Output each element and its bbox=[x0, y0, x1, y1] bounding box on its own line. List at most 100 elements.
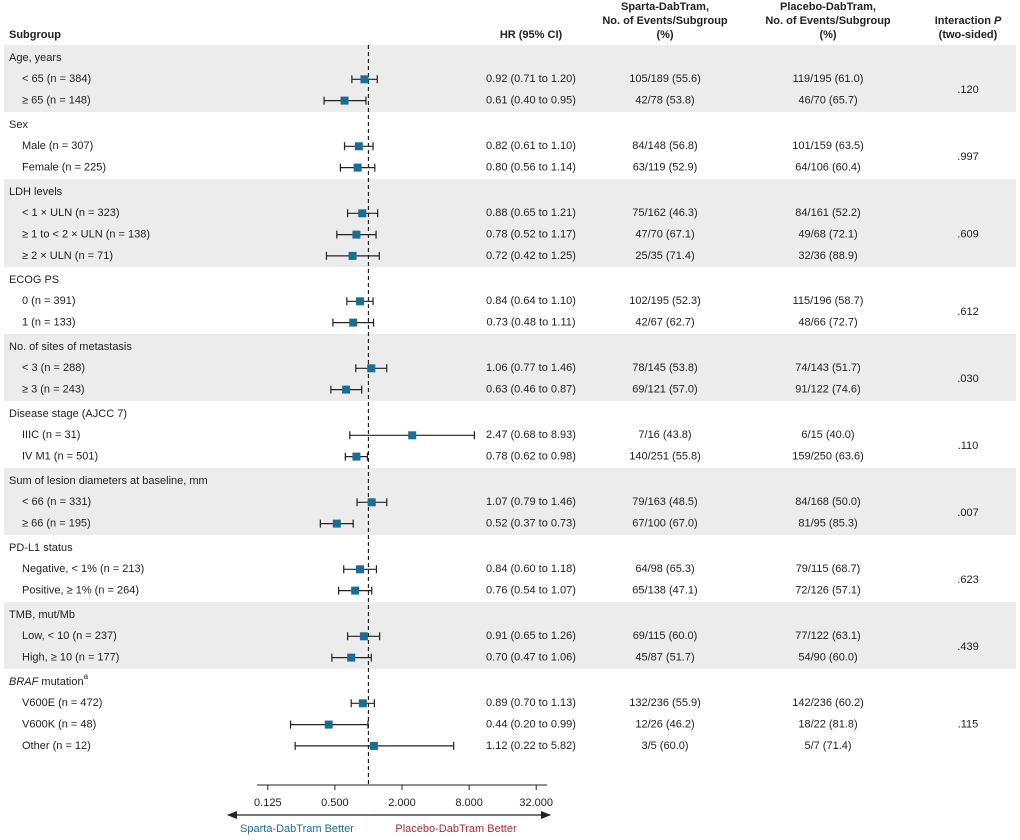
hr-marker bbox=[352, 230, 361, 239]
row-label: ≥ 1 to < 2 × ULN (n = 138) bbox=[22, 229, 150, 241]
header-placebo: (%) bbox=[819, 29, 836, 41]
header-placebo: Placebo-DabTram, bbox=[780, 1, 876, 13]
sparta-events: 47/70 (67.1) bbox=[635, 229, 694, 241]
hr-marker bbox=[369, 741, 378, 750]
x-tick-label: 2.000 bbox=[388, 797, 416, 809]
placebo-events: 46/70 (65.7) bbox=[798, 95, 857, 107]
group-name: Age, years bbox=[9, 52, 62, 64]
row-label: 1 (n = 133) bbox=[22, 317, 76, 329]
row-label: < 3 (n = 288) bbox=[22, 362, 85, 374]
hr-text: 1.12 (0.22 to 5.82) bbox=[486, 740, 576, 752]
sparta-events: 42/67 (62.7) bbox=[635, 317, 694, 329]
sparta-events: 63/119 (52.9) bbox=[633, 162, 698, 174]
header-sparta: Sparta-DabTram, bbox=[621, 1, 709, 13]
row-label: ≥ 65 (n = 148) bbox=[22, 95, 91, 107]
hr-marker bbox=[353, 163, 362, 172]
group-name: No. of sites of metastasis bbox=[9, 341, 132, 353]
header-interaction-sub: (two-sided) bbox=[939, 29, 998, 41]
row-label: IIIC (n = 31) bbox=[22, 429, 80, 441]
sparta-events: 25/35 (71.4) bbox=[635, 250, 694, 262]
hr-text: 0.76 (0.54 to 1.07) bbox=[486, 585, 576, 597]
hr-marker bbox=[360, 75, 369, 84]
sparta-events: 84/148 (56.8) bbox=[632, 140, 697, 152]
hr-marker bbox=[332, 519, 341, 528]
interaction-p: .623 bbox=[957, 574, 978, 586]
hr-text: 0.88 (0.65 to 1.21) bbox=[486, 207, 576, 219]
placebo-events: 84/161 (52.2) bbox=[795, 207, 860, 219]
hr-text: 0.72 (0.42 to 1.25) bbox=[486, 250, 576, 262]
hr-text: 0.78 (0.62 to 0.98) bbox=[486, 451, 576, 463]
group-name-text: No. of sites of metastasis bbox=[9, 341, 132, 353]
hr-text: 0.80 (0.56 to 1.14) bbox=[486, 162, 576, 174]
x-tick-label: 32.000 bbox=[519, 797, 553, 809]
interaction-p: .997 bbox=[957, 151, 978, 163]
sparta-events: 140/251 (55.8) bbox=[629, 451, 701, 463]
hr-text: 2.47 (0.68 to 8.93) bbox=[486, 429, 576, 441]
row-label: Other (n = 12) bbox=[22, 740, 91, 752]
group-name: Sum of lesion diameters at baseline, mm bbox=[9, 475, 208, 487]
interaction-p: .115 bbox=[958, 719, 979, 731]
hr-marker bbox=[367, 498, 376, 507]
interaction-p: .120 bbox=[957, 84, 978, 96]
interaction-p: .007 bbox=[957, 507, 978, 519]
group-shade bbox=[4, 179, 1016, 267]
row-label: Low, < 10 (n = 237) bbox=[22, 630, 117, 642]
placebo-events: 6/15 (40.0) bbox=[801, 429, 854, 441]
placebo-events: 49/68 (72.1) bbox=[798, 229, 857, 241]
row-label: Negative, < 1% (n = 213) bbox=[22, 563, 144, 575]
placebo-events: 32/36 (88.9) bbox=[798, 250, 857, 262]
group-shade bbox=[4, 602, 1016, 669]
hr-text: 0.44 (0.20 to 0.99) bbox=[486, 719, 576, 731]
placebo-events: 159/250 (63.6) bbox=[792, 451, 864, 463]
placebo-events: 119/195 (61.0) bbox=[793, 73, 864, 85]
sparta-events: 67/100 (67.0) bbox=[632, 518, 697, 530]
hr-marker bbox=[359, 632, 368, 641]
hr-text: 0.89 (0.70 to 1.13) bbox=[486, 697, 576, 709]
hr-text: 0.52 (0.37 to 0.73) bbox=[486, 518, 576, 530]
placebo-events: 64/106 (60.4) bbox=[795, 162, 860, 174]
hr-marker bbox=[349, 318, 358, 327]
hr-text: 0.73 (0.48 to 1.11) bbox=[486, 317, 575, 329]
hr-text: 1.07 (0.79 to 1.46) bbox=[486, 496, 576, 508]
group-name-text: mutation bbox=[38, 676, 83, 688]
sparta-events: 69/121 (57.0) bbox=[632, 384, 697, 396]
sparta-events: 102/195 (52.3) bbox=[629, 295, 701, 307]
hr-text: 0.78 (0.52 to 1.17) bbox=[486, 229, 576, 241]
header-hr: HR (95% CI) bbox=[500, 29, 563, 41]
interaction-p: .612 bbox=[957, 306, 978, 318]
header-sparta: (%) bbox=[656, 29, 673, 41]
x-tick-label: 0.500 bbox=[321, 797, 349, 809]
hr-text: 0.84 (0.60 to 1.18) bbox=[486, 563, 576, 575]
hr-marker bbox=[348, 251, 357, 260]
row-label: 0 (n = 391) bbox=[22, 295, 76, 307]
placebo-events: 5/7 (71.4) bbox=[804, 740, 851, 752]
group-name-text: ECOG PS bbox=[9, 274, 59, 286]
placebo-events: 72/126 (57.1) bbox=[795, 585, 860, 597]
row-label: ≥ 3 (n = 243) bbox=[22, 384, 85, 396]
row-label: ≥ 2 × ULN (n = 71) bbox=[22, 250, 113, 262]
row-label: V600E (n = 472) bbox=[22, 697, 102, 709]
group-shade bbox=[4, 468, 1016, 535]
hr-marker bbox=[358, 209, 367, 218]
interaction-p: .110 bbox=[958, 440, 979, 452]
sparta-events: 42/78 (53.8) bbox=[635, 95, 694, 107]
group-name: LDH levels bbox=[9, 186, 63, 198]
header-sparta: No. of Events/Subgroup bbox=[602, 15, 728, 27]
header-placebo: No. of Events/Subgroup bbox=[765, 15, 891, 27]
header-interaction-text: Interaction bbox=[935, 15, 992, 27]
hr-text: 0.91 (0.65 to 1.26) bbox=[486, 630, 576, 642]
row-label: < 1 × ULN (n = 323) bbox=[22, 207, 120, 219]
group-name: BRAF mutationa bbox=[9, 672, 89, 688]
hr-text: 0.61 (0.40 to 0.95) bbox=[486, 95, 576, 107]
header-subgroup: Subgroup bbox=[9, 29, 61, 41]
placebo-events: 91/122 (74.6) bbox=[795, 384, 860, 396]
sparta-events: 12/26 (46.2) bbox=[635, 719, 694, 731]
placebo-events: 101/159 (63.5) bbox=[792, 140, 864, 152]
row-label: ≥ 66 (n = 195) bbox=[22, 518, 91, 530]
group-name-text: Disease stage (AJCC 7) bbox=[9, 408, 127, 420]
hr-text: 0.84 (0.64 to 1.10) bbox=[486, 295, 576, 307]
sparta-events: 78/145 (53.8) bbox=[632, 362, 697, 374]
placebo-events: 77/122 (63.1) bbox=[795, 630, 860, 642]
hr-marker bbox=[351, 586, 360, 595]
hr-marker bbox=[354, 142, 363, 151]
